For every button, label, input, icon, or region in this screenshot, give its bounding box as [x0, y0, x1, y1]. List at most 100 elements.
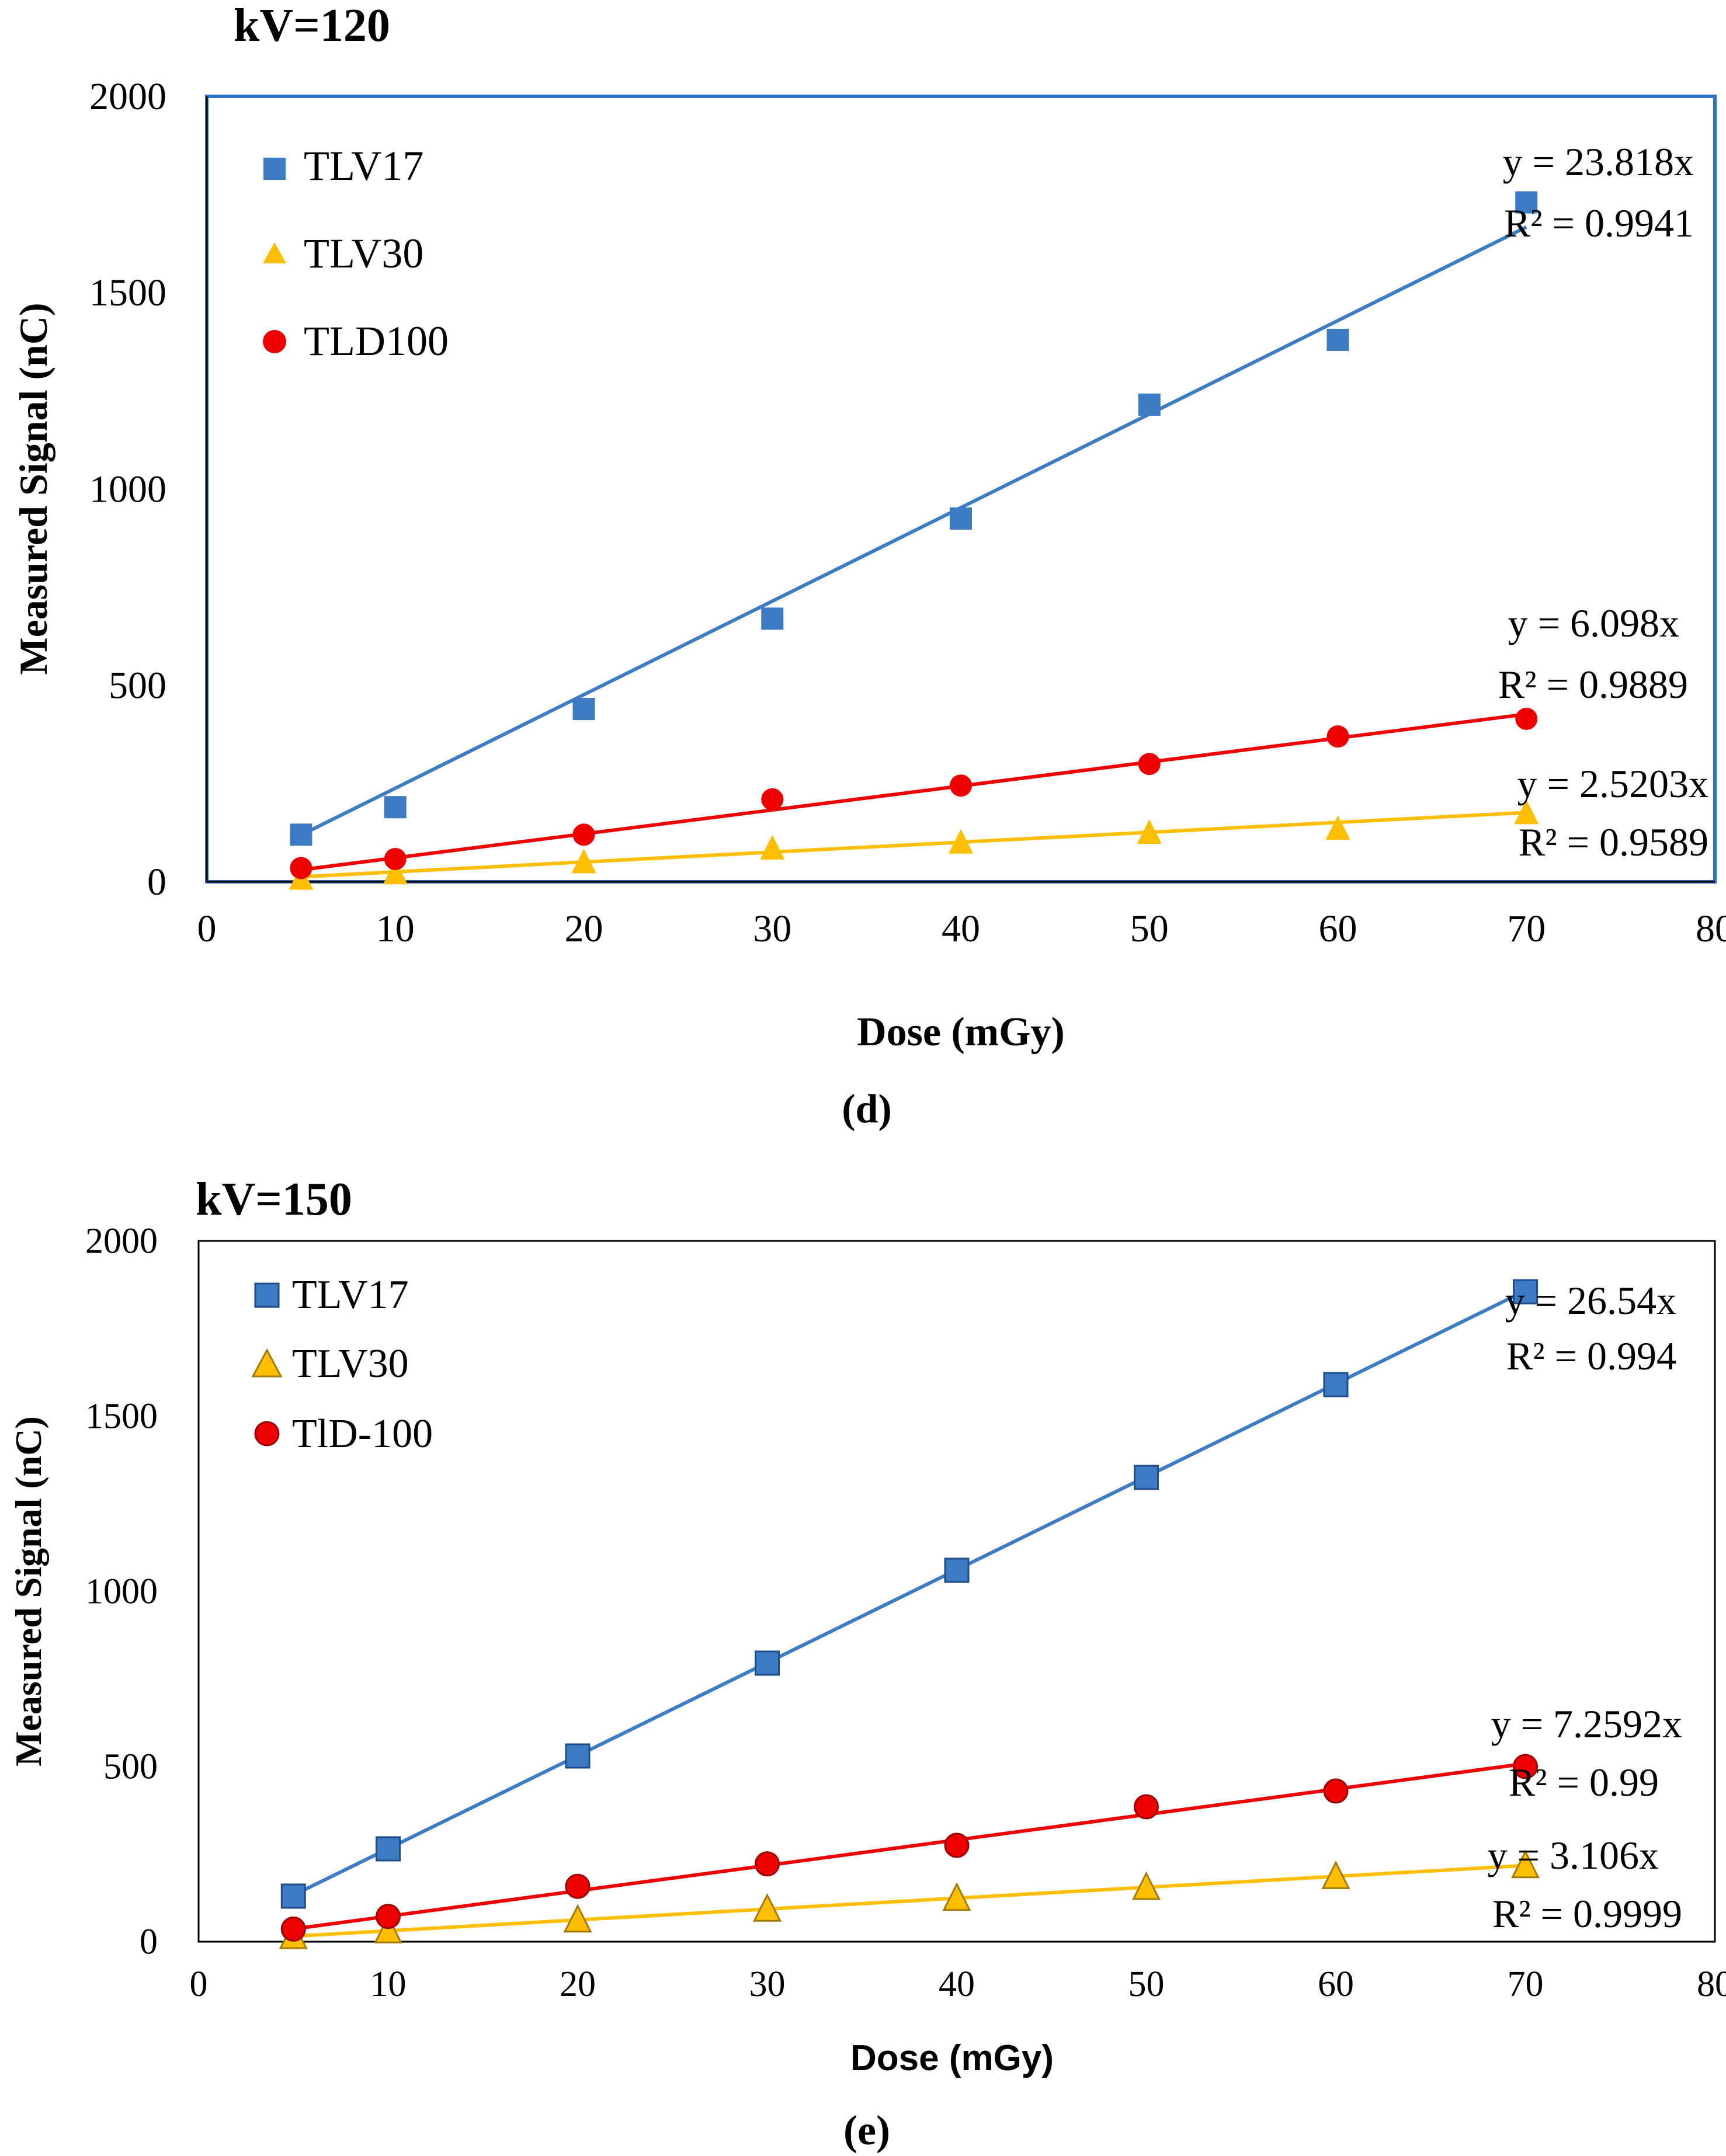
data-point-tlv17 — [384, 796, 407, 819]
legend-label-tlv17: TLV17 — [292, 1272, 409, 1317]
y-tick-label: 1000 — [89, 468, 166, 510]
legend-label-tlv30: TLV30 — [292, 1341, 409, 1386]
fit-r2-tlv30: R² = 0.9999 — [1492, 1891, 1682, 1936]
fit-r2-tld100: R² = 0.99 — [1509, 1760, 1659, 1804]
data-point-tld-100 — [376, 1904, 401, 1929]
panel-caption: (d) — [842, 1087, 892, 1132]
x-tick-labels: 0 10 20 30 40 50 60 70 80 — [190, 1964, 1726, 2004]
y-tick-label: 0 — [147, 861, 166, 903]
legend-marker-tlv30 — [263, 242, 286, 263]
fit-r2-tlv17: R² = 0.9941 — [1504, 201, 1694, 245]
data-point-tlv17 — [1323, 1372, 1349, 1397]
fit-lines — [300, 225, 1527, 879]
fit-equation-tlv17: y = 23.818x — [1503, 140, 1694, 184]
chart-panel-d: kV=120 0 500 1000 1500 2000 0 10 20 30 40 50 60 70 8… — [11, 0, 1726, 1132]
legend-label-tld100: TlD-100 — [292, 1411, 433, 1456]
data-point-tlv30 — [1132, 1871, 1161, 1900]
data-point-tlv17 — [290, 823, 312, 846]
data-point-tld-100 — [1513, 1754, 1538, 1779]
y-tick-label: 0 — [140, 1922, 158, 1962]
y-tick-labels: 0 500 1000 1500 2000 — [85, 1221, 158, 1962]
data-point-tlv30 — [1321, 1861, 1350, 1889]
data-point-tld100 — [384, 847, 407, 870]
data-points — [289, 191, 1539, 890]
x-axis-label: Dose (mGy) — [857, 1010, 1065, 1055]
data-point-tlv17 — [1134, 1465, 1159, 1490]
fit-line-tlv17 — [300, 225, 1527, 837]
data-point-tld-100 — [944, 1832, 970, 1858]
legend-marker-tld100 — [263, 330, 286, 353]
x-tick-label: 0 — [197, 907, 217, 950]
legend-marker-tlv17 — [254, 1282, 280, 1308]
chart-panel-e: kV=150 0 500 1000 1500 2000 0 10 20 30 40 50 60 70 8… — [8, 1174, 1726, 2154]
x-tick-label: 40 — [942, 907, 980, 950]
x-tick-label: 10 — [376, 907, 415, 950]
data-point-tlv17 — [1515, 191, 1538, 214]
x-tick-label: 20 — [560, 1964, 596, 2004]
x-tick-label: 60 — [1318, 1964, 1354, 2004]
data-point-tlv17 — [376, 1836, 401, 1862]
data-point-tlv30 — [942, 1882, 971, 1911]
data-point-tld-100 — [565, 1873, 591, 1899]
fit-line-tld-100 — [293, 1762, 1526, 1931]
data-point-tlv17 — [1326, 328, 1349, 351]
x-axis-label: Dose (mGy) — [850, 2038, 1054, 2078]
y-axis-label: Measured Signal (nC) — [8, 1416, 49, 1766]
legend-marker-tlv30 — [251, 1348, 283, 1378]
data-point-tlv30 — [571, 849, 596, 874]
x-tick-label: 50 — [1128, 1964, 1165, 2004]
data-point-tlv30 — [753, 1893, 782, 1922]
fit-r2-tlv30: R² = 0.9589 — [1519, 820, 1708, 864]
fit-line-tlv30 — [301, 811, 1527, 879]
data-point-tlv30 — [563, 1904, 592, 1933]
data-point-tlv17 — [755, 1650, 780, 1676]
y-tick-label: 500 — [109, 665, 166, 707]
data-point-tld100 — [1326, 725, 1349, 748]
data-point-tlv17 — [572, 698, 595, 721]
data-point-tld100 — [572, 823, 595, 846]
x-tick-label: 0 — [190, 1964, 208, 2004]
data-point-tlv17 — [1138, 393, 1161, 416]
y-tick-labels: 0 500 1000 1500 2000 — [89, 75, 166, 903]
data-point-tlv30 — [760, 834, 785, 860]
data-point-tlv17 — [950, 507, 972, 530]
fit-equation-tld100: y = 6.098x — [1508, 601, 1679, 645]
data-points — [279, 1279, 1540, 1949]
data-point-tlv17 — [565, 1743, 591, 1769]
legend-marker-tld100 — [254, 1421, 280, 1446]
y-tick-label: 2000 — [85, 1221, 158, 1261]
data-point-tld-100 — [1134, 1794, 1159, 1820]
legend: TLV17 TLV30 TLD100 — [263, 142, 449, 364]
data-point-tlv17 — [1513, 1279, 1538, 1305]
panel-title: kV=150 — [196, 1174, 352, 1225]
fit-equation-tlv30: y = 2.5203x — [1517, 761, 1708, 806]
fit-equation-tlv30: y = 3.106x — [1488, 1833, 1659, 1877]
plot-area — [205, 95, 1717, 884]
data-point-tld100 — [1515, 707, 1538, 730]
panel-caption: (e) — [843, 2107, 890, 2154]
data-point-tlv30 — [383, 860, 408, 885]
fit-equation-tlv17: y = 26.54x — [1505, 1278, 1676, 1323]
legend-label-tlv17: TLV17 — [304, 142, 423, 189]
x-tick-label: 30 — [753, 907, 791, 950]
fit-line-tlv17 — [292, 1289, 1526, 1897]
data-point-tlv30 — [1325, 815, 1350, 840]
data-point-tld-100 — [755, 1851, 780, 1877]
fit-r2-tlv17: R² = 0.994 — [1506, 1334, 1676, 1378]
legend: TLV17 TLV30 TlD-100 — [251, 1272, 433, 1456]
y-tick-label: 1500 — [89, 272, 166, 314]
x-tick-label: 80 — [1696, 907, 1726, 950]
legend-label-tld100: TLD100 — [304, 318, 449, 364]
x-tick-label: 40 — [939, 1964, 975, 2004]
fit-annotations: y = 26.54x R² = 0.994 y = 7.2592x R² = 0… — [1488, 1278, 1682, 1936]
legend-label-tlv30: TLV30 — [304, 230, 423, 277]
fit-line-tld100 — [300, 712, 1527, 872]
x-tick-label: 70 — [1508, 1964, 1544, 2004]
y-tick-label: 500 — [103, 1747, 158, 1786]
fit-line-tlv30 — [293, 1863, 1526, 1938]
y-tick-label: 1000 — [85, 1571, 158, 1611]
data-point-tld100 — [290, 857, 312, 879]
x-tick-label: 30 — [749, 1964, 786, 2004]
fit-annotations: y = 23.818x R² = 0.9941 y = 6.098x R² = … — [1498, 140, 1708, 864]
